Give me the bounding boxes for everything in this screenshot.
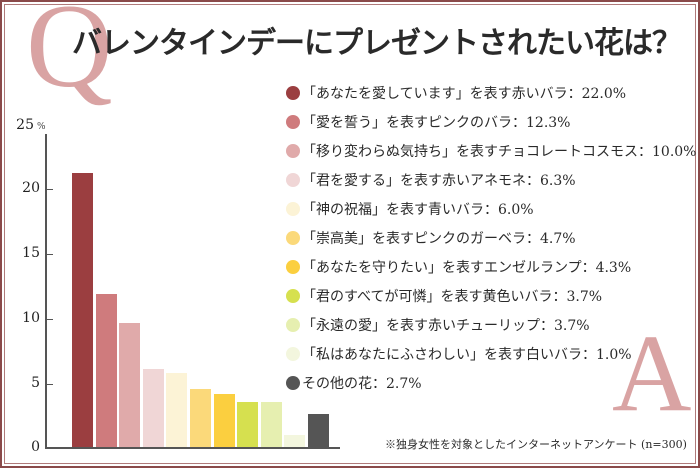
legend-swatch-icon <box>286 230 300 245</box>
legend-label: 「移り変わらぬ気持ち」を表すチョコレートコスモス：10.0% <box>302 143 697 160</box>
legend-swatch-icon <box>286 317 300 332</box>
x-axis-line <box>45 447 340 449</box>
legend-swatch-icon <box>286 143 300 158</box>
legend-swatch-icon <box>286 201 300 216</box>
legend-label: 「君を愛する」を表す赤いアネモネ：6.3% <box>302 172 576 189</box>
legend-label: 「私はあなたにふさわしい」を表す白いバラ：1.0% <box>302 346 632 363</box>
legend-label: 「愛を誓う」を表すピンクのバラ：12.3% <box>302 114 571 131</box>
survey-footnote: ※独身女性を対象としたインターネットアンケート (n=300) <box>385 438 687 451</box>
bar-9 <box>260 401 282 448</box>
y-tick-label-5: 5 <box>31 375 40 391</box>
legend-item: 「神の祝福」を表す青いバラ：6.0% <box>286 194 696 223</box>
legend-item: その他の花：2.7% <box>286 368 696 397</box>
legend-swatch-icon <box>286 346 300 361</box>
legend-label: 「神の祝福」を表す青いバラ：6.0% <box>302 201 534 218</box>
bar-3 <box>119 322 141 448</box>
legend-item: 「永遠の愛」を表す赤いチューリップ：3.7% <box>286 310 696 339</box>
legend-item: 「私はあなたにふさわしい」を表す白いバラ：1.0% <box>286 339 696 368</box>
legend-label: 「崇高美」を表すピンクのガーベラ：4.7% <box>302 230 576 247</box>
bar-8 <box>237 401 259 448</box>
y-axis-unit: % <box>37 122 46 132</box>
legend-item: 「あなたを守りたい」を表すエンゼルランプ：4.3% <box>286 252 696 281</box>
y-tick-label-0: 0 <box>31 439 40 455</box>
legend-item: 「移り変わらぬ気持ち」を表すチョコレートコスモス：10.0% <box>286 136 696 165</box>
a-letter-decoration: A <box>612 312 692 434</box>
legend: 「あなたを愛しています」を表す赤いバラ：22.0% 「愛を誓う」を表すピンクのバラ… <box>286 78 696 397</box>
legend-item: 「君を愛する」を表す赤いアネモネ：6.3% <box>286 165 696 194</box>
y-axis-line <box>45 134 47 449</box>
legend-label: 「あなたを守りたい」を表すエンゼルランプ：4.3% <box>302 259 632 276</box>
legend-swatch-icon <box>286 85 300 100</box>
y-tick-10 <box>46 319 53 320</box>
chart-title: バレンタインデーにプレゼントされたい花は？ <box>72 26 682 61</box>
bar-5 <box>166 372 188 448</box>
bar-2 <box>95 294 117 448</box>
legend-label: 「あなたを愛しています」を表す赤いバラ：22.0% <box>302 85 627 102</box>
bar-11 <box>308 414 329 448</box>
legend-item: 「崇高美」を表すピンクのガーベラ：4.7% <box>286 223 696 252</box>
y-tick-label-15: 15 <box>22 245 40 261</box>
legend-swatch-icon <box>286 259 300 274</box>
inner-frame <box>4 4 696 464</box>
bar-10 <box>284 435 306 448</box>
legend-swatch-icon <box>286 172 300 187</box>
legend-label: 「永遠の愛」を表す赤いチューリップ：3.7% <box>302 317 590 334</box>
y-tick-label-10: 10 <box>22 310 40 326</box>
legend-item: 「君のすべてが可憐」を表す黄色いバラ：3.7% <box>286 281 696 310</box>
y-tick-20 <box>46 189 53 190</box>
y-tick-label-25: 25 <box>16 117 34 133</box>
bar-1 <box>72 172 93 448</box>
legend-label: その他の花：2.7% <box>302 375 422 392</box>
bar-4 <box>142 369 164 448</box>
bar-7 <box>213 394 235 448</box>
legend-item: 「あなたを愛しています」を表す赤いバラ：22.0% <box>286 78 696 107</box>
legend-item: 「愛を誓う」を表すピンクのバラ：12.3% <box>286 107 696 136</box>
legend-label: 「君のすべてが可憐」を表す黄色いバラ：3.7% <box>302 288 603 305</box>
legend-swatch-icon <box>286 288 300 303</box>
y-tick-label-20: 20 <box>22 180 40 196</box>
legend-swatch-icon <box>286 375 300 390</box>
y-tick-15 <box>46 254 53 255</box>
q-letter-decoration: Q <box>26 0 113 112</box>
y-tick-5 <box>46 384 53 385</box>
legend-swatch-icon <box>286 114 300 129</box>
bar-6 <box>190 389 211 448</box>
